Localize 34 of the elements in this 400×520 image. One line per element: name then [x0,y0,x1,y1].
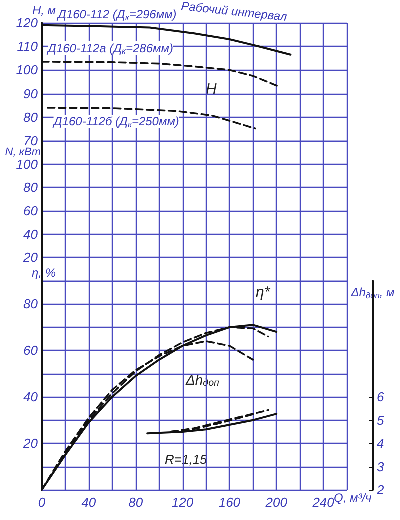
y-tick-label: 120 [16,16,39,30]
y2-tick-label: 6 [377,390,385,405]
x-tick-label: 160 [218,495,242,510]
y-tick-label: 90 [24,86,39,102]
y-tick-label: 20 [22,250,39,266]
x-tick-label: 120 [172,495,194,510]
y2-tick-label: 2 [376,482,385,498]
y-tick-label: 60 [24,343,39,358]
y2-tick-label: 3 [377,459,385,474]
x-tick-label: 240 [312,495,336,510]
y-tick-label: 80 [24,110,39,125]
y-tick-label: 40 [24,226,39,242]
y-axis-title: H, м [32,4,56,18]
y-axis-title: N, кВт [5,146,41,158]
y-tick-label: 80 [24,180,39,196]
x-tick-label: 40 [82,495,97,510]
y2-tick-label: 5 [377,412,385,428]
y-tick-label: 80 [24,296,39,312]
annotation: η* [256,284,272,301]
y-tick-label: 100 [16,62,39,78]
y-tick-label: 70 [24,134,39,148]
y-tick-label: 60 [24,204,39,218]
y2-tick-label: 4 [377,436,384,452]
annotation: Рабочий интервал [180,0,288,24]
y-tick-label: 110 [17,39,39,54]
x-tick-label: 200 [264,495,288,510]
x-tick-label: 0 [38,495,46,510]
y-tick-label: 40 [24,390,39,405]
y-tick-label: 20 [22,436,39,452]
x-axis-title: Q, м³/ч [334,491,372,505]
x-tick-label: 80 [128,495,144,510]
y-axis-title: η, % [32,266,56,280]
y-tick-label: 100 [16,156,39,172]
annotation: H [206,81,217,98]
